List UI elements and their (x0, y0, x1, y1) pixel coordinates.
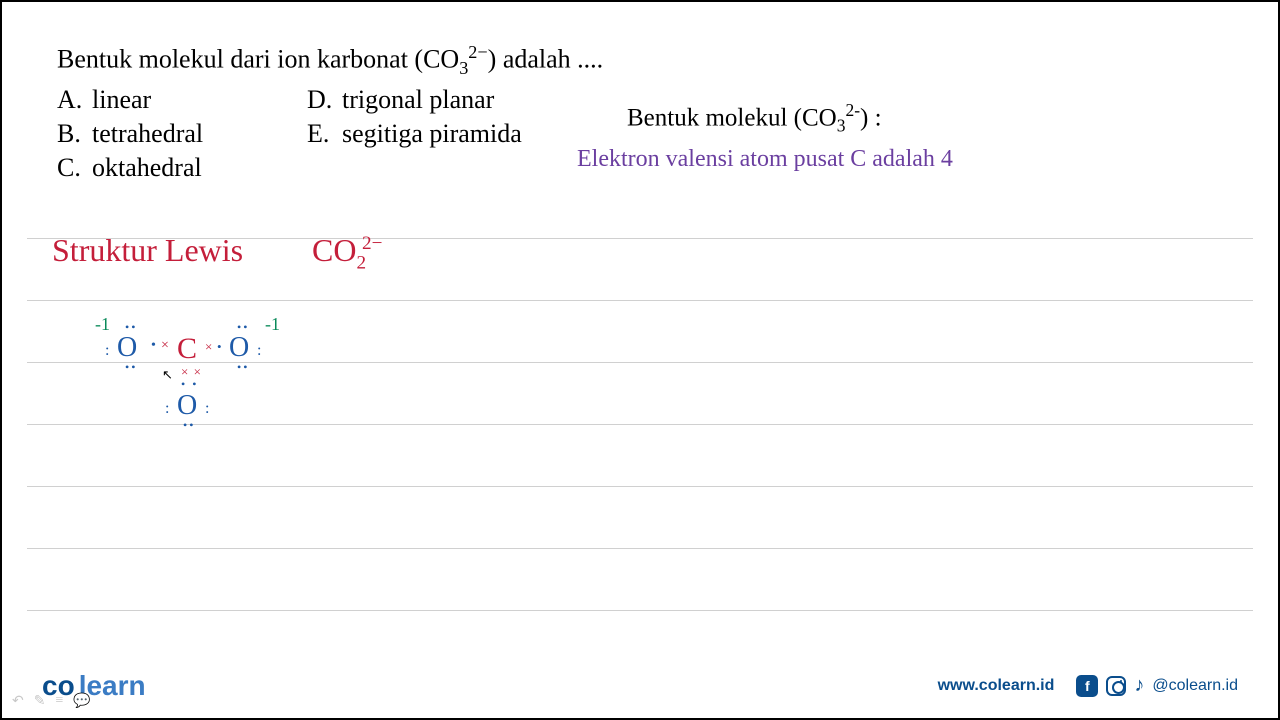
facebook-icon[interactable]: f (1076, 675, 1098, 697)
option-d: D.trigonal planar (307, 85, 627, 115)
hw-formula: CO22− (312, 232, 382, 274)
lewis-diagram: -1 : •• O •• • × C × • •• O : •• -1 × × … (97, 312, 307, 432)
tool-menu-icon[interactable]: ≡ (55, 693, 63, 710)
option-e: E.segitiga piramida (307, 119, 627, 149)
website-link[interactable]: www.colearn.id (938, 677, 1055, 695)
hw-title: Struktur Lewis (52, 232, 243, 269)
prompt-sup: 2− (468, 42, 487, 62)
option-d-text: trigonal planar (342, 85, 494, 114)
charge-left: -1 (95, 314, 110, 335)
option-a-label: A. (57, 85, 92, 115)
footer-right: www.colearn.id f ♪ @colearn.id (938, 674, 1238, 697)
annotation-area: Bentuk molekul (CO32-) : Elektron valens… (627, 100, 953, 173)
footer: colearn www.colearn.id f ♪ @colearn.id (2, 653, 1278, 718)
instagram-icon[interactable] (1106, 676, 1126, 696)
dots-o3-bot: •• (183, 418, 195, 433)
prompt-pre: Bentuk molekul dari ion karbonat (CO (57, 45, 459, 74)
bond-left-dot: • (151, 338, 156, 354)
toolbar-icons: ↶ ✎ ≡ 💬 (12, 693, 91, 710)
bond-right-dot: • (217, 339, 222, 355)
prompt-sub: 3 (459, 58, 468, 78)
dots-o3-right: : (205, 400, 209, 418)
option-e-label: E. (307, 119, 342, 149)
tiktok-icon[interactable]: ♪ (1134, 674, 1144, 697)
option-b-text: tetrahedral (92, 119, 203, 148)
option-a-text: linear (92, 85, 151, 114)
option-b: B.tetrahedral (57, 119, 307, 149)
atom-c: C (177, 332, 197, 366)
tool-undo-icon[interactable]: ↶ (12, 693, 24, 710)
dots-o1-left: : (105, 342, 109, 360)
bond-left-x: × (161, 338, 169, 354)
bond-right-x: × (205, 339, 212, 355)
option-e-text: segitiga piramida (342, 119, 522, 148)
dots-o1-bot: •• (125, 360, 137, 375)
tool-pen-icon[interactable]: ✎ (34, 693, 46, 710)
prompt-post: ) adalah .... (488, 45, 604, 74)
hw-formula-sub: 2 (356, 252, 366, 273)
option-a: A.linear (57, 85, 307, 115)
dots-o3-left: : (165, 400, 169, 418)
option-d-label: D. (307, 85, 342, 115)
social-handle: @colearn.id (1152, 677, 1238, 695)
annotation-line1: Bentuk molekul (CO32-) : (627, 100, 953, 136)
dots-o2-bot: •• (237, 360, 249, 375)
charge-right: -1 (265, 314, 280, 335)
ann1-post: ) : (860, 104, 882, 131)
hw-formula-sup: 2− (362, 233, 382, 254)
cursor-icon: ↖ (162, 367, 173, 383)
social-icons: f ♪ @colearn.id (1076, 674, 1238, 697)
ann1-pre: Bentuk molekul (CO (627, 104, 837, 131)
question-prompt: Bentuk molekul dari ion karbonat (CO32−)… (57, 42, 1223, 79)
annotation-line2: Elektron valensi atom pusat C adalah 4 (577, 146, 953, 173)
option-b-label: B. (57, 119, 92, 149)
ann1-sup: 2- (845, 100, 860, 120)
dots-o2-right: : (257, 342, 261, 360)
tool-chat-icon[interactable]: 💬 (73, 693, 90, 710)
hw-formula-main: CO (312, 232, 356, 268)
